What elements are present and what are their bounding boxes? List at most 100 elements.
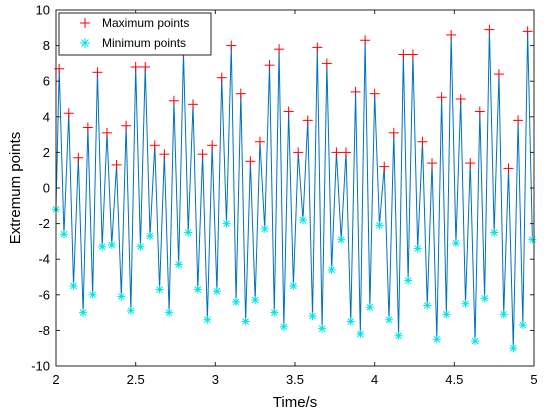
maximum-point	[331, 147, 342, 158]
minimum-point	[241, 317, 250, 326]
maximum-point	[82, 122, 93, 133]
minimum-point	[88, 290, 97, 299]
maximum-point	[312, 42, 323, 53]
maximum-point	[121, 120, 132, 131]
maximum-point	[321, 58, 332, 69]
maximum-point	[264, 60, 275, 71]
maximum-point	[340, 147, 351, 158]
maximum-point	[274, 44, 285, 55]
y-tick-label: 4	[43, 109, 50, 124]
minimum-point	[528, 235, 537, 244]
minimum-point	[203, 315, 212, 324]
minimum-point	[404, 276, 413, 285]
minimum-point	[260, 224, 269, 233]
minimum-point	[270, 308, 279, 317]
maximum-point	[522, 26, 533, 37]
minimum-point	[165, 308, 174, 317]
maximum-point	[360, 35, 371, 46]
maximum-point	[216, 72, 227, 83]
maximum-point	[369, 88, 380, 99]
x-tick-label: 5	[530, 372, 537, 387]
y-tick-label: -6	[38, 287, 50, 302]
minimum-point	[461, 299, 470, 308]
y-tick-label: 8	[43, 38, 50, 53]
y-tick-label: -8	[38, 323, 50, 338]
minimum-point	[174, 260, 183, 269]
minimum-point	[251, 296, 260, 305]
maximum-point	[436, 92, 447, 103]
minimum-point	[394, 331, 403, 340]
maximum-point	[254, 136, 265, 147]
maximum-point	[513, 115, 524, 126]
minimum-point	[126, 306, 135, 315]
minimum-point	[432, 335, 441, 344]
maximum-point	[503, 163, 514, 174]
x-tick-label: 4	[371, 372, 378, 387]
maximum-point	[465, 158, 476, 169]
minimum-point	[232, 297, 241, 306]
minimum-point	[212, 287, 221, 296]
legend: Maximum points Minimum points	[58, 12, 212, 56]
y-tick-label: 0	[43, 181, 50, 196]
x-axis-label: Time/s	[273, 394, 317, 411]
minimum-point	[298, 216, 307, 225]
maximum-point	[398, 49, 409, 60]
minimum-point	[146, 232, 155, 241]
legend-minimum-label: Minimum points	[102, 36, 186, 50]
maximum-point	[455, 94, 466, 104]
minimum-point	[375, 221, 384, 230]
maximum-point	[188, 99, 199, 110]
marker-layer	[52, 24, 537, 353]
maximum-point	[207, 140, 218, 151]
minimum-point	[69, 281, 78, 290]
minimum-point	[136, 242, 145, 251]
maximum-point	[101, 127, 112, 138]
maximum-point	[379, 161, 390, 172]
y-tick-label: -10	[31, 359, 50, 374]
x-tick-label: 3.5	[286, 372, 304, 387]
maximum-point	[226, 40, 237, 51]
maximum-point	[484, 24, 495, 35]
y-tick-label: 2	[43, 145, 50, 160]
minimum-point	[471, 337, 480, 346]
maximum-point	[63, 108, 74, 119]
minimum-point	[98, 242, 107, 251]
minimum-point	[413, 244, 422, 253]
minimum-point	[480, 294, 489, 303]
y-axis-label: Extremum points	[7, 132, 24, 245]
minimum-point	[107, 240, 116, 249]
maximum-point	[140, 61, 151, 72]
x-tick-label: 2.5	[127, 372, 145, 387]
legend-minimum-marker	[80, 38, 90, 48]
minimum-point	[356, 329, 365, 338]
minimum-point	[318, 324, 327, 333]
maximum-point	[388, 127, 399, 138]
x-tick-label: 4.5	[445, 372, 463, 387]
y-tick-label: 6	[43, 74, 50, 89]
maximum-point	[111, 159, 122, 170]
minimum-point	[117, 292, 126, 301]
x-tick-label: 3	[212, 372, 219, 387]
minimum-point	[193, 285, 202, 294]
minimum-point	[79, 308, 88, 317]
minimum-point	[509, 344, 518, 353]
minimum-point	[346, 317, 355, 326]
maximum-point	[302, 115, 313, 126]
minimum-point	[385, 315, 394, 324]
maximum-point	[159, 149, 170, 160]
maximum-point	[73, 152, 84, 163]
maximum-point	[493, 69, 504, 80]
minimum-point	[308, 312, 317, 321]
minimum-point	[337, 235, 346, 244]
minimum-point	[184, 228, 193, 237]
minimum-point	[222, 219, 231, 228]
y-tick-label: -2	[38, 216, 50, 231]
legend-maximum-label: Maximum points	[102, 16, 189, 30]
maximum-point	[197, 149, 208, 160]
tick-layer: 2 2.5 3 3.5 4 4.5 5 -10 -8 -6 -4 -2 0 2 4 6 8 10	[31, 3, 537, 388]
legend-box	[58, 12, 212, 56]
maximum-point	[427, 158, 438, 169]
minimum-point	[518, 321, 527, 330]
minimum-point	[499, 310, 508, 319]
minimum-point	[59, 230, 68, 239]
